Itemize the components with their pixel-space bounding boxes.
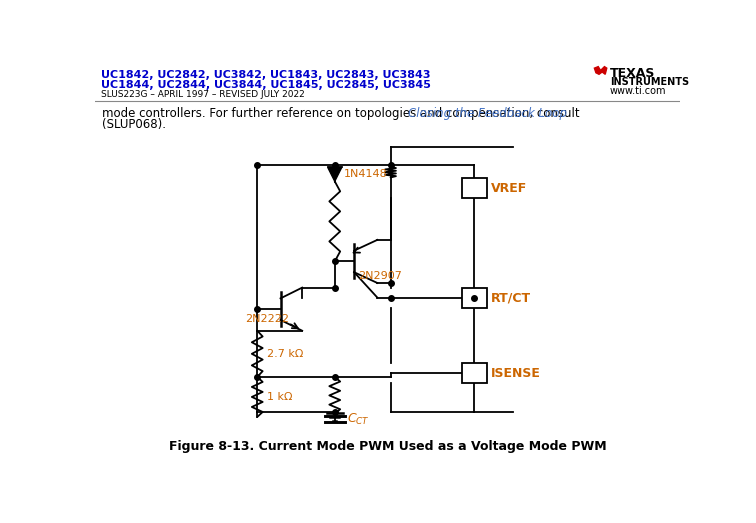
Text: UC1842, UC2842, UC3842, UC1843, UC2843, UC3843: UC1842, UC2842, UC3842, UC1843, UC2843, … — [101, 71, 430, 81]
Text: 2.7 kΩ: 2.7 kΩ — [267, 349, 303, 359]
Text: TEXAS: TEXAS — [610, 67, 655, 81]
Text: UC1844, UC2844, UC3844, UC1845, UC2845, UC3845: UC1844, UC2844, UC3844, UC1845, UC2845, … — [101, 79, 431, 90]
Bar — [462, 363, 487, 383]
Text: 2N2907: 2N2907 — [358, 271, 402, 281]
Polygon shape — [594, 66, 607, 74]
Text: ISENSE: ISENSE — [491, 367, 541, 380]
Text: RT/CT: RT/CT — [491, 291, 531, 304]
Text: VREF: VREF — [491, 182, 528, 195]
Text: www.ti.com: www.ti.com — [610, 86, 666, 96]
Text: mode controllers. For further reference on topologies and compensation, consult: mode controllers. For further reference … — [102, 107, 584, 120]
Text: Figure 8-13. Current Mode PWM Used as a Voltage Mode PWM: Figure 8-13. Current Mode PWM Used as a … — [169, 440, 606, 453]
Text: $C_{CT}$: $C_{CT}$ — [347, 412, 370, 427]
Bar — [462, 178, 487, 198]
Text: 2N2222: 2N2222 — [246, 314, 290, 324]
Text: INSTRUMENTS: INSTRUMENTS — [610, 77, 689, 87]
Text: (SLUP068).: (SLUP068). — [102, 118, 166, 131]
Text: Closing the Feedback Loop: Closing the Feedback Loop — [408, 107, 567, 120]
Text: 1N4148: 1N4148 — [344, 168, 388, 179]
Bar — [462, 288, 487, 308]
Text: 1 kΩ: 1 kΩ — [267, 392, 292, 402]
Text: SLUS223G – APRIL 1997 – REVISED JULY 2022: SLUS223G – APRIL 1997 – REVISED JULY 202… — [101, 90, 305, 99]
Polygon shape — [328, 167, 342, 181]
